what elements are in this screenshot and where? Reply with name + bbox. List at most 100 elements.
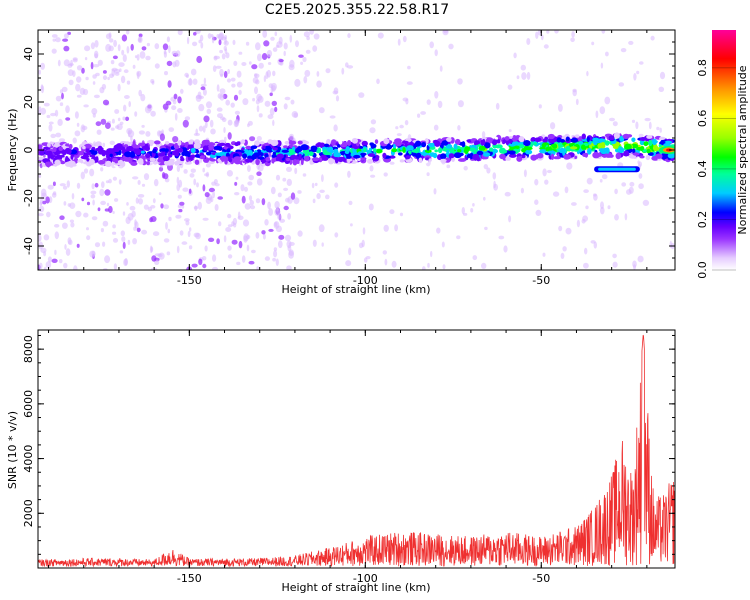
spectrogram-speckle: [395, 126, 399, 130]
spectrogram-speckle: [139, 51, 146, 59]
spectrogram-speckle: [45, 261, 52, 269]
spectrogram-speckle: [256, 93, 262, 101]
spectrogram-speckle: [325, 68, 331, 74]
spectrogram-speckle: [202, 125, 206, 133]
spectrogram-speckle: [55, 132, 62, 138]
spectrogram-ridge-cell: [105, 160, 112, 168]
chart-title: C2E5.2025.355.22.58.R17: [265, 2, 449, 18]
spectrogram-ridge-cell: [328, 158, 334, 165]
spectrogram-speckle: [172, 136, 179, 143]
spectrogram-ridge-cell: [492, 140, 497, 146]
spectrogram-ridge-cell: [157, 152, 166, 157]
spectrogram-ridge-cell: [599, 147, 608, 155]
spectrogram-speckle: [288, 250, 294, 259]
spectrogram-speckle: [286, 265, 292, 270]
spectrogram-ridge-cell: [265, 156, 271, 162]
spectrogram-speckle: [406, 81, 413, 85]
spectrogram-speckle: [258, 62, 264, 69]
spectrogram-ridge-cell: [464, 146, 471, 152]
spectrogram-speckle: [91, 250, 96, 257]
spectrogram-ridge-cell: [82, 145, 86, 150]
spectrogram-speckle: [248, 174, 254, 181]
spectrogram-ridge-cell: [402, 147, 406, 153]
spectrogram-ridge-cell: [126, 145, 134, 152]
spectrogram-ridge-cell: [76, 162, 82, 167]
spectrogram-speckle: [40, 84, 44, 91]
spectrogram-speckle: [295, 40, 299, 48]
spectrogram-ridge-cell: [562, 149, 566, 157]
spectrogram-ridge-cell: [247, 149, 253, 156]
spectrogram-ridge-cell: [530, 154, 538, 161]
spectrogram-speckle: [211, 181, 216, 186]
spectrogram-speckle: [437, 100, 443, 109]
spectrogram-ridge-cell: [418, 157, 423, 163]
spectrogram-speckle: [278, 234, 285, 240]
spectrogram-speckle: [179, 201, 185, 206]
spectrogram-speckle: [131, 210, 136, 218]
spectrogram-speckle: [244, 186, 248, 192]
spectrogram-speckle: [564, 186, 569, 194]
spectrogram-speckle: [171, 50, 178, 56]
spectrogram-speckle: [130, 135, 133, 142]
spectrogram-ridge-cell: [624, 143, 632, 150]
spectrogram-speckle: [118, 179, 122, 185]
spectrogram-speckle: [74, 111, 79, 119]
spectrogram-speckle: [167, 228, 171, 234]
spectrogram-speckle: [50, 112, 56, 117]
spectrogram-ridge-cell: [96, 142, 100, 147]
spectrogram-ridge-cell: [395, 141, 402, 147]
spectrogram-speckle: [93, 63, 100, 68]
spectrogram-ridge-cell: [360, 152, 367, 156]
spectrogram-ridge-cell: [579, 141, 584, 145]
spectrogram-speckle: [272, 119, 275, 126]
spectrogram-speckle: [137, 180, 141, 185]
spectrogram-speckle: [39, 262, 43, 269]
spectrogram-speckle: [102, 99, 110, 106]
spectrogram-ridge-cell: [270, 139, 279, 147]
spectrogram-speckle: [202, 167, 205, 173]
spectrogram-speckle: [65, 105, 70, 114]
spectrogram-speckle: [138, 33, 143, 38]
spectrogram-speckle: [389, 161, 395, 165]
spectrogram-speckle: [38, 110, 41, 114]
spectrogram-ridge-cell: [499, 153, 506, 160]
spectrogram-speckle: [389, 209, 395, 215]
spectrogram-speckle: [231, 239, 238, 245]
spectrogram-ridge-cell: [234, 142, 239, 147]
spectrogram-speckle: [136, 54, 140, 61]
spectrogram-ridge-cell: [636, 146, 644, 151]
spectrogram-speckle: [275, 258, 279, 266]
spectrogram-speckle: [420, 111, 426, 115]
spectrogram-speckle: [399, 212, 404, 217]
spectrogram-speckle: [113, 263, 117, 270]
spectrogram-speckle: [333, 124, 338, 132]
spectrogram-ridge-cell: [333, 148, 339, 156]
spectrogram-speckle: [111, 68, 115, 77]
snr-y-label: SNR (10 * v/v): [6, 411, 19, 489]
spectrogram-speckle: [218, 32, 225, 40]
spectrogram-ridge-cell: [476, 150, 484, 156]
spectrogram-ridge-cell: [190, 147, 196, 154]
spectrogram-speckle: [205, 171, 210, 178]
spectrogram-speckle: [182, 187, 189, 192]
spectrogram-speckle: [51, 34, 58, 38]
spectrogram-speckle: [251, 64, 258, 70]
spectrogram-speckle: [126, 128, 133, 135]
spectrogram-speckle: [94, 242, 101, 248]
spectrogram-speckle: [612, 253, 617, 259]
spectrogram-ridge-cell: [405, 155, 411, 160]
spectrogram-ridge-cell: [457, 149, 462, 153]
spectrogram-speckle: [97, 59, 103, 66]
spectrogram-speckle: [240, 184, 245, 192]
spectrogram-ridge-cell: [135, 148, 141, 156]
spectrogram-speckle: [642, 199, 650, 206]
spectrogram-speckle: [585, 205, 589, 210]
spectrogram-ridge-cell: [646, 148, 651, 154]
spectrogram-speckle: [57, 59, 61, 67]
spectrogram-ridge-cell: [622, 133, 630, 139]
spectrogram-speckle: [247, 181, 253, 186]
spectrogram-speckle: [291, 111, 298, 118]
spectrogram-ridge-cell: [304, 151, 309, 157]
spectrogram-speckle: [154, 63, 160, 69]
spectrogram-speckle: [248, 195, 253, 201]
